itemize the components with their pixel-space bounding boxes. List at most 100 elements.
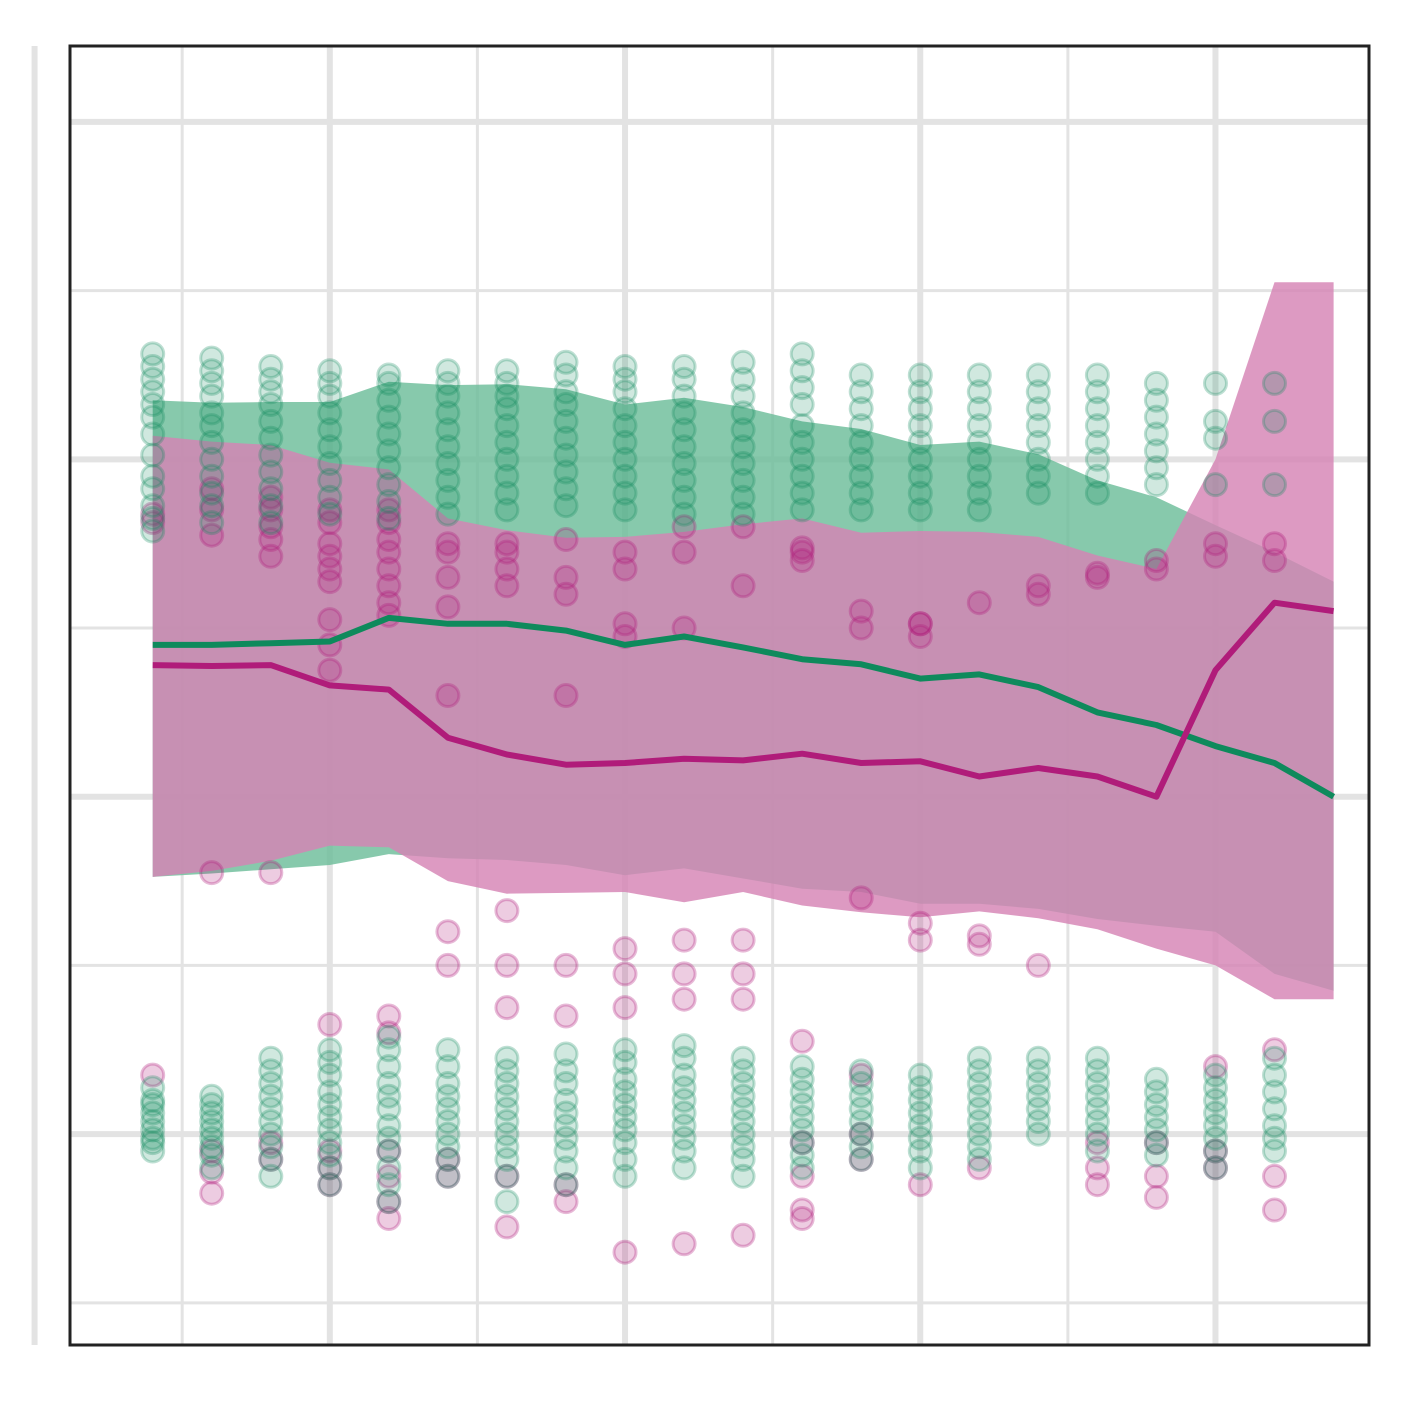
data-point-series-1 [317, 358, 343, 384]
data-point-series-1 [1203, 1087, 1228, 1113]
data-point-series-1 [494, 396, 520, 422]
data-point-series-1 [612, 1146, 638, 1172]
data-point-series-1 [258, 1163, 284, 1189]
data-point-series-1 [317, 1142, 343, 1168]
data-point-series-2 [199, 860, 225, 886]
data-point-series-1 [553, 379, 579, 405]
data-point-series-1 [1203, 1100, 1228, 1126]
data-point-series-2 [553, 952, 579, 978]
data-point-series-1 [1084, 1071, 1110, 1096]
data-point-series-1 [553, 442, 579, 468]
data-point-series-1 [199, 1109, 225, 1134]
data-point-series-1 [671, 1075, 697, 1101]
data-point-series-2 [1262, 1163, 1287, 1189]
data-point-series-1 [494, 1083, 520, 1109]
data-point-series-1 [848, 446, 874, 472]
data-point-series-1 [494, 446, 520, 472]
data-point-series-1 [671, 417, 697, 443]
data-point-series-1 [1262, 1113, 1287, 1139]
data-point-series-2 [317, 1172, 343, 1198]
data-point-series-1 [1143, 387, 1169, 413]
data-point-series-1 [199, 446, 225, 472]
data-point-series-2 [258, 497, 284, 523]
data-point-series-2 [612, 936, 638, 962]
data-point-series-2 [376, 1003, 402, 1029]
data-point-series-1 [730, 1096, 756, 1122]
data-point-series-1 [671, 467, 697, 493]
data-point-series-1 [730, 467, 756, 493]
data-point-series-2 [789, 1130, 815, 1156]
data-point-series-1 [376, 1155, 402, 1181]
data-point-series-1 [199, 463, 225, 489]
data-point-series-1 [1203, 408, 1228, 434]
data-point-series-1 [435, 1071, 461, 1096]
data-point-series-1 [376, 1083, 402, 1109]
data-point-series-1 [258, 408, 284, 434]
data-point-series-1 [612, 1066, 638, 1092]
data-point-series-1 [494, 429, 520, 455]
data-point-series-1 [376, 1172, 402, 1198]
data-point-series-1 [317, 501, 343, 527]
data-point-series-1 [789, 392, 815, 417]
data-point-series-1 [435, 1163, 461, 1189]
data-point-series-2 [435, 1146, 461, 1172]
data-point-series-1 [671, 1062, 697, 1088]
data-point-series-1 [612, 379, 638, 405]
data-point-series-1 [435, 1037, 461, 1063]
data-point-series-1 [435, 1054, 461, 1080]
data-point-series-2 [435, 564, 461, 590]
data-point-series-1 [376, 505, 402, 531]
data-point-series-2 [907, 624, 933, 649]
data-point-series-2 [140, 510, 166, 536]
data-point-series-1 [317, 1117, 343, 1143]
data-point-series-1 [1203, 1062, 1228, 1088]
data-point-series-2 [730, 1222, 756, 1248]
data-point-series-1 [435, 400, 461, 426]
data-point-series-2 [553, 1003, 579, 1029]
data-point-series-1 [671, 501, 697, 527]
data-point-series-2 [317, 607, 343, 633]
data-point-series-2 [1143, 1130, 1169, 1156]
data-point-series-1 [140, 1100, 166, 1126]
data-point-series-1 [848, 1121, 874, 1147]
data-point-series-1 [140, 392, 166, 417]
data-point-series-1 [671, 1033, 697, 1059]
data-point-series-2 [494, 1163, 520, 1189]
data-point-series-2 [317, 1138, 343, 1164]
data-point-series-1 [199, 413, 225, 439]
data-point-series-1 [1262, 1096, 1287, 1122]
data-point-series-1 [494, 480, 520, 506]
data-point-series-2 [966, 1155, 992, 1181]
data-point-series-1 [1025, 379, 1051, 405]
data-point-series-1 [258, 1121, 284, 1147]
data-point-series-1 [317, 1062, 343, 1088]
data-point-series-1 [1262, 1045, 1287, 1071]
data-point-series-1 [435, 1134, 461, 1160]
data-point-series-1 [553, 1138, 579, 1164]
data-point-series-1 [1025, 446, 1051, 472]
data-point-series-1 [199, 1117, 225, 1143]
data-point-series-1 [848, 463, 874, 489]
data-point-series-1 [376, 438, 402, 464]
data-point-series-1 [730, 1071, 756, 1096]
data-point-series-1 [199, 1083, 225, 1109]
data-point-series-2 [258, 484, 284, 510]
data-point-series-2 [1203, 1054, 1228, 1080]
data-point-series-1 [140, 518, 166, 544]
data-point-series-1 [553, 349, 579, 375]
data-point-series-2 [789, 539, 815, 565]
data-point-series-2 [671, 927, 697, 953]
data-point-series-1 [435, 1121, 461, 1147]
data-point-series-2 [435, 594, 461, 620]
data-point-series-1 [1262, 1125, 1287, 1151]
data-point-series-1 [258, 1109, 284, 1134]
data-point-series-1 [317, 484, 343, 510]
data-point-series-1 [317, 417, 343, 443]
data-point-series-1 [494, 383, 520, 409]
data-point-series-1 [612, 366, 638, 392]
data-point-series-1 [730, 1083, 756, 1109]
data-point-series-1 [435, 383, 461, 409]
data-point-series-1 [199, 1092, 225, 1118]
data-point-series-1 [1084, 1121, 1110, 1147]
data-point-series-2 [1203, 531, 1228, 557]
